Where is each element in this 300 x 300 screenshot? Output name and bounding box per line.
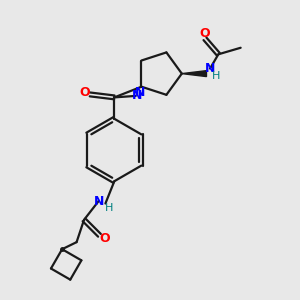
Text: N: N (205, 62, 215, 75)
Text: H: H (105, 203, 113, 213)
Text: O: O (79, 85, 90, 98)
Text: O: O (200, 27, 210, 40)
Text: N: N (93, 195, 104, 208)
Text: N: N (135, 85, 146, 99)
Text: O: O (100, 232, 110, 245)
Polygon shape (182, 70, 206, 76)
Text: N: N (132, 89, 142, 102)
Text: H: H (212, 71, 220, 81)
